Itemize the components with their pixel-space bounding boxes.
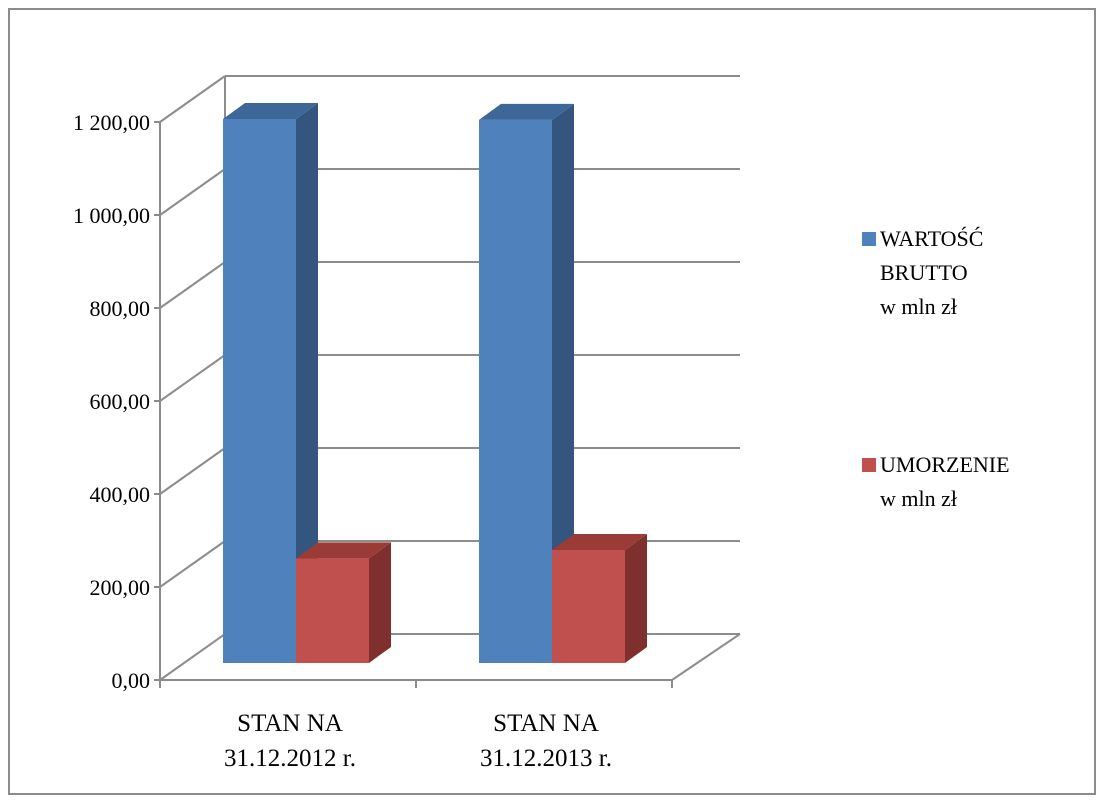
bar-front: [223, 118, 296, 663]
grid-line-side: [159, 447, 226, 495]
y-tick-label: 1 000,00: [73, 203, 150, 228]
legend-label: w mln zł: [880, 294, 957, 319]
bar-side: [625, 534, 647, 663]
grid-line-side: [159, 75, 226, 123]
grid-line-side: [159, 540, 226, 588]
bar-1-0: [479, 103, 574, 663]
legend-label: BRUTTO: [880, 260, 968, 285]
bar-front: [296, 558, 369, 663]
legend-label: WARTOŚĆ: [880, 226, 983, 251]
bar-front: [479, 119, 552, 663]
bar-top: [479, 103, 574, 120]
bar-side: [296, 102, 318, 663]
y-tick-label: 200,00: [90, 575, 151, 600]
grid-line-side: [159, 168, 226, 216]
category-label: STAN NA: [493, 710, 599, 737]
grid-line-side: [159, 633, 226, 681]
legend-label: UMORZENIE: [880, 452, 1010, 477]
bar-side: [369, 542, 391, 663]
y-tick-label: 0,00: [112, 668, 151, 693]
category-label: STAN NA: [237, 710, 343, 737]
bar-0-1: [296, 542, 391, 663]
bar-1-1: [552, 534, 647, 663]
y-tick-label: 800,00: [90, 296, 151, 321]
y-tick-label: 1 200,00: [73, 110, 150, 135]
y-tick-labels: 0,00 200,00 400,00 600,00 800,00 1 000,00 1 20…: [73, 110, 150, 693]
legend-swatch: [862, 458, 876, 472]
legend-label: w mln zł: [880, 486, 957, 511]
bar-top: [296, 542, 391, 559]
category-label: 31.12.2012 r.: [224, 745, 356, 772]
y-tick-label: 400,00: [90, 482, 151, 507]
bar-top: [223, 102, 318, 119]
legend-swatch: [862, 232, 876, 246]
floor-edge: [671, 633, 741, 681]
bar-side: [552, 103, 574, 663]
bars: [223, 102, 647, 663]
grid-line-side: [159, 261, 226, 309]
bar-0-0: [223, 102, 318, 663]
y-tick-label: 600,00: [90, 389, 151, 414]
bar-top: [552, 534, 647, 551]
category-labels: STAN NA 31.12.2012 r. STAN NA 31.12.2013 r.: [224, 710, 612, 772]
bar-front: [552, 550, 625, 663]
legend: WARTOŚĆ BRUTTO w mln zł UMORZENIE w mln zł: [862, 226, 1010, 511]
grid-line-side: [159, 354, 226, 402]
category-label: 31.12.2013 r.: [480, 745, 612, 772]
